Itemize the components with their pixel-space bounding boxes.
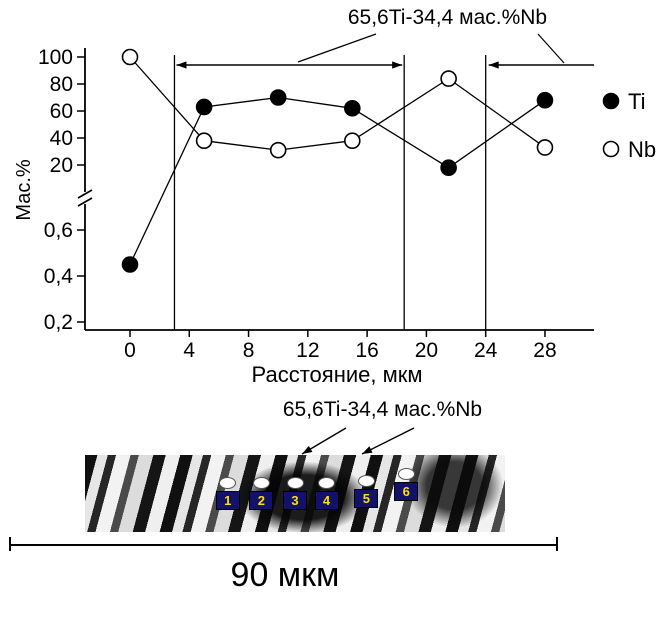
measurement-point-2: 2 [249, 477, 274, 510]
y-tick-label: 40 [50, 127, 73, 150]
x-tick-label: 8 [243, 339, 255, 362]
measurement-dot [318, 477, 335, 489]
y-tick-label: 0,6 [44, 219, 73, 242]
x-tick-label: 24 [474, 339, 498, 362]
measurement-dot [397, 468, 415, 480]
legend-label-Nb: Nb [628, 137, 656, 162]
annotation-connector-left [297, 33, 377, 63]
measurement-number-badge: 1 [215, 491, 240, 510]
series-line-Ti [129, 96, 546, 265]
x-axis-title: Расстояние, мкм [252, 362, 423, 387]
micrograph-annotation-arrow-right-head [362, 446, 373, 454]
data-point-Nb [536, 139, 554, 156]
measurement-dot [357, 475, 375, 487]
measurement-dot [252, 477, 270, 489]
range-double-arrow-left-head [176, 61, 187, 69]
data-point-Ti [195, 98, 213, 116]
y-tick-label: 80 [50, 73, 73, 96]
x-tick-label: 4 [183, 339, 195, 362]
measurement-point-3: 3 [283, 477, 307, 510]
series-line-Nb [129, 56, 546, 151]
measurement-number-badge: 2 [249, 491, 274, 510]
y-tick-label: 20 [50, 154, 73, 177]
micrograph-annotation-arrow-left-head [302, 445, 313, 454]
measurement-point-1: 1 [215, 477, 240, 510]
data-point-Ti [121, 256, 139, 273]
measurement-point-4: 4 [314, 477, 339, 510]
x-tick-label: 20 [415, 339, 438, 362]
annotation-connector-right [537, 33, 565, 64]
scale-bar-label: 90 мкм [230, 556, 340, 594]
data-point-Nb [440, 70, 457, 87]
measurement-point-5: 5 [354, 475, 379, 508]
legend-marker-Ti [602, 92, 620, 110]
alloy-composition-annotation-micrograph: 65,6Ti-34,4 мас.%Nb [282, 398, 483, 421]
range-double-arrow-right-head [392, 61, 403, 69]
y-tick-label: 60 [50, 100, 73, 123]
x-tick-label: 28 [533, 339, 556, 362]
x-tick-label: 12 [296, 339, 319, 362]
measurement-dot [219, 477, 237, 489]
data-point-Nb [195, 132, 213, 149]
y-tick-label: 0,2 [44, 311, 73, 334]
right-region-arrow-head [488, 61, 499, 69]
legend-label-Ti: Ti [628, 89, 646, 114]
measurement-number-badge: 6 [394, 482, 419, 501]
axis-break-mark [77, 197, 93, 207]
legend-marker-Nb [602, 140, 620, 158]
x-tick-label: 16 [355, 339, 378, 362]
measurement-number-badge: 4 [314, 491, 339, 510]
measurement-number-badge: 3 [283, 491, 307, 510]
y-tick-label: 100 [38, 46, 73, 69]
data-point-Ti [440, 159, 457, 176]
x-tick-label: 0 [124, 339, 136, 362]
y-tick-label: 0,4 [44, 265, 74, 288]
data-point-Ti [269, 89, 287, 106]
alloy-composition-annotation-top: 65,6Ti-34,4 мас.%Nb [347, 6, 548, 29]
measurement-dot [286, 477, 304, 489]
data-point-Ti [343, 100, 361, 117]
data-point-Nb [121, 48, 139, 66]
data-point-Nb [269, 141, 287, 159]
data-point-Ti [536, 91, 554, 109]
y-axis-title: Мас.% [13, 159, 35, 221]
axis-break-mark [77, 189, 93, 199]
measurement-point-6: 6 [394, 468, 419, 501]
measurement-number-badge: 5 [354, 489, 379, 508]
data-point-Nb [343, 132, 361, 149]
